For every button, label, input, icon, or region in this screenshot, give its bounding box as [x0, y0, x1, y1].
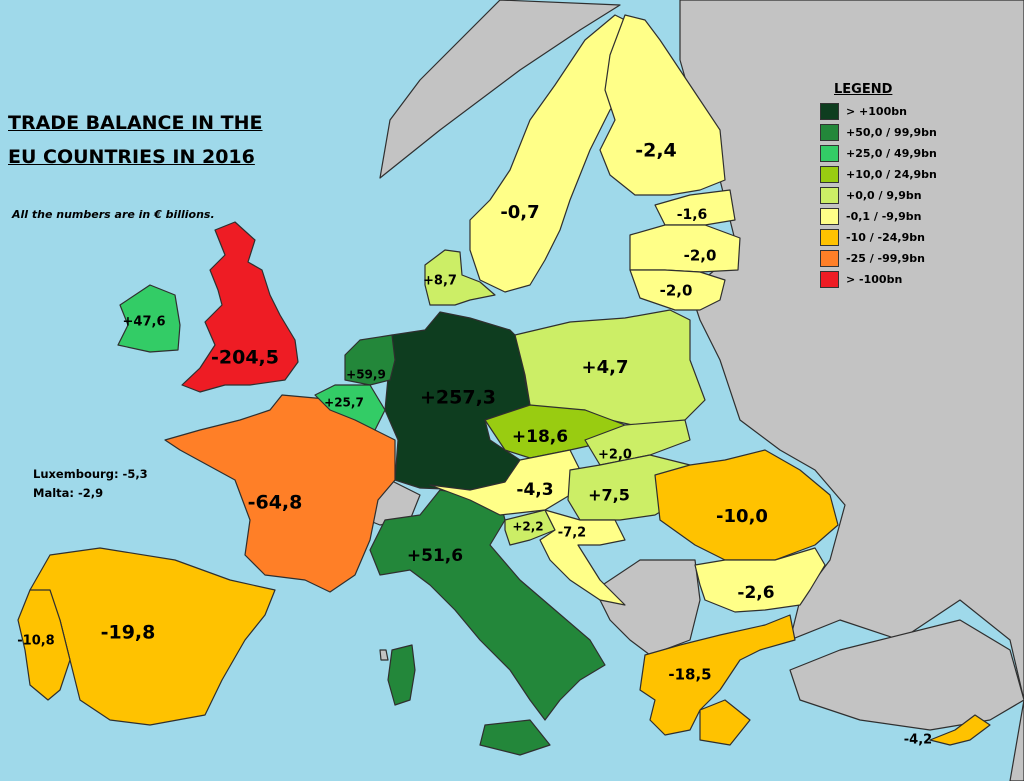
legend-item: +50,0 / 99,9bn	[820, 122, 960, 143]
title-line-2: EU COUNTRIES IN 2016	[8, 146, 255, 168]
value-label-greece: -18,5	[668, 666, 711, 684]
country-greece	[639, 614, 796, 746]
legend-item: -25 / -99,9bn	[820, 248, 960, 269]
country-netherlands	[344, 334, 396, 386]
legend-swatch	[820, 145, 839, 162]
country-spain	[29, 547, 276, 726]
legend-swatch	[820, 229, 839, 246]
legend-label: -10 / -24,9bn	[846, 231, 925, 244]
legend-item: +25,0 / 49,9bn	[820, 143, 960, 164]
value-label-austria: -4,3	[516, 480, 553, 500]
legend-swatch	[820, 187, 839, 204]
value-label-france: -64,8	[248, 492, 303, 514]
value-label-lithuania: -2,0	[660, 282, 693, 300]
country-portugal	[17, 589, 71, 701]
legend-label: -25 / -99,9bn	[846, 252, 925, 265]
country-denmark	[424, 249, 496, 306]
legend-label: +0,0 / 9,9bn	[846, 189, 922, 202]
country-cyprus	[929, 714, 991, 746]
legend-item: +10,0 / 24,9bn	[820, 164, 960, 185]
value-label-sweden: -0,7	[500, 202, 539, 223]
value-label-ireland: +47,6	[123, 315, 166, 330]
value-label-netherlands: +59,9	[346, 368, 386, 382]
value-label-united-kingdom: -204,5	[211, 347, 279, 369]
legend-item: +0,0 / 9,9bn	[820, 185, 960, 206]
legend-title: LEGEND	[834, 82, 893, 97]
value-label-slovakia: +2,0	[598, 448, 632, 463]
note-malta: Malta: -2,9	[33, 486, 104, 500]
legend-swatch	[820, 271, 839, 288]
value-label-italy: +51,6	[407, 546, 463, 566]
value-label-denmark: +8,7	[423, 274, 457, 289]
legend-label: -0,1 / -9,9bn	[846, 210, 922, 223]
legend-swatch	[820, 166, 839, 183]
country-bulgaria	[694, 547, 826, 613]
value-label-slovenia: +2,2	[512, 520, 543, 534]
country-lithuania	[629, 269, 726, 311]
value-label-romania: -10,0	[716, 506, 768, 527]
value-label-hungary: +7,5	[588, 486, 630, 505]
country-ireland	[117, 284, 181, 353]
legend-item: -0,1 / -9,9bn	[820, 206, 960, 227]
legend-swatch	[820, 250, 839, 267]
country-united-kingdom	[181, 221, 299, 393]
value-label-belgium: +25,7	[324, 396, 364, 410]
legend-item: -10 / -24,9bn	[820, 227, 960, 248]
value-label-czech-republic: +18,6	[512, 427, 568, 447]
value-label-estonia: -1,6	[677, 207, 708, 223]
value-label-portugal: -10,8	[17, 634, 54, 649]
non-eu-land	[349, 0, 1024, 781]
value-label-germany: +257,3	[420, 387, 496, 409]
legend-label: +10,0 / 24,9bn	[846, 168, 937, 181]
country-sweden	[469, 14, 641, 293]
legend: LEGEND > +100bn +50,0 / 99,9bn +25,0 / 49,…	[820, 82, 960, 290]
legend-item: > +100bn	[820, 101, 960, 122]
country-value-labels: +257,3 -204,5 -64,8 +51,6 +59,9 +25,7 +47,6 -19…	[17, 140, 932, 748]
value-label-finland: -2,4	[635, 140, 677, 162]
title-line-1: TRADE BALANCE IN THE	[8, 112, 263, 134]
value-label-poland: +4,7	[582, 357, 629, 378]
country-croatia	[539, 509, 626, 606]
legend-label: > +100bn	[846, 105, 907, 118]
country-belgium	[314, 384, 386, 431]
legend-label: +50,0 / 99,9bn	[846, 126, 937, 139]
eu-countries	[17, 14, 991, 756]
value-label-spain: -19,8	[101, 622, 156, 644]
note-luxembourg: Luxembourg: -5,3	[33, 467, 148, 481]
legend-label: +25,0 / 49,9bn	[846, 147, 937, 160]
country-romania	[654, 449, 839, 561]
map-subtitle: All the numbers are in € billions.	[12, 208, 215, 221]
legend-item: > -100bn	[820, 269, 960, 290]
footnotes: Luxembourg: -5,3 Malta: -2,9	[33, 465, 148, 503]
legend-swatch	[820, 208, 839, 225]
value-label-bulgaria: -2,6	[737, 583, 774, 603]
map-title: TRADE BALANCE IN THE EU COUNTRIES IN 201…	[8, 106, 278, 174]
legend-items: > +100bn +50,0 / 99,9bn +25,0 / 49,9bn +10,…	[820, 101, 960, 290]
value-label-cyprus: -4,2	[904, 733, 932, 748]
country-finland	[599, 14, 726, 196]
value-label-croatia: -7,2	[558, 526, 586, 541]
legend-swatch	[820, 124, 839, 141]
legend-swatch	[820, 103, 839, 120]
value-label-latvia: -2,0	[684, 247, 717, 265]
legend-label: > -100bn	[846, 273, 903, 286]
